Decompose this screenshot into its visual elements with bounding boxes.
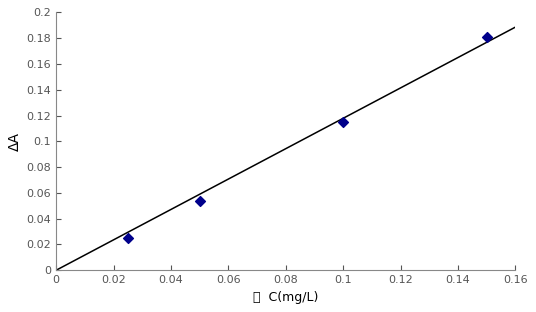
Point [124,236,132,241]
Point [195,198,204,203]
X-axis label: 鑓  C(mg/L): 鑓 C(mg/L) [253,291,318,304]
Point [482,34,491,39]
Y-axis label: ΔA: ΔA [9,132,23,151]
Point [339,119,347,124]
